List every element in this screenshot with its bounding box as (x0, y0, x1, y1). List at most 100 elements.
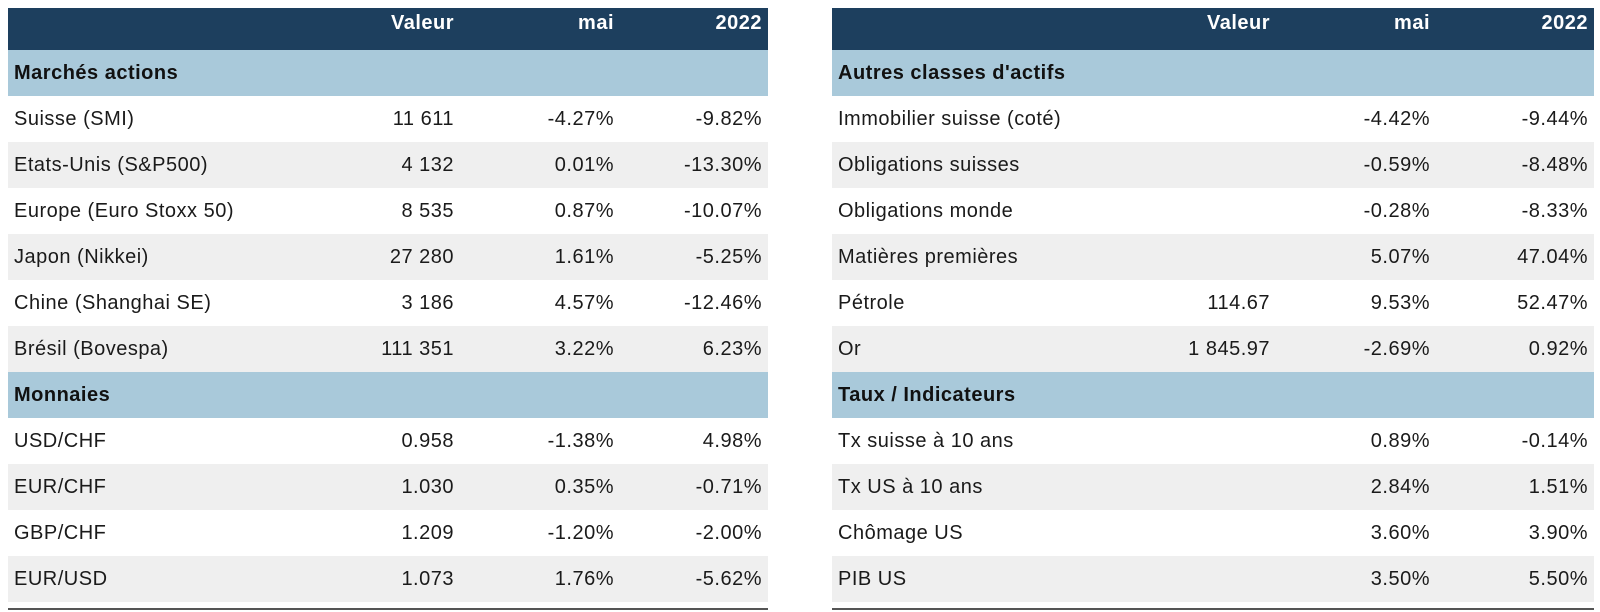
row-mai: 2.84% (1370, 475, 1430, 498)
row-year: -12.46% (684, 291, 762, 314)
table-row: Immobilier suisse (coté) -4.42% -9.44% (832, 96, 1594, 142)
table-row: Pétrole 114.67 9.53% 52.47% (832, 280, 1594, 326)
row-name: Suisse (SMI) (14, 107, 135, 130)
table-row: Suisse (SMI) 11 611 -4.27% -9.82% (8, 96, 768, 142)
row-mai: 1.76% (554, 567, 614, 590)
table-header: Valeur mai 2022 (832, 8, 1594, 50)
header-year: 2022 (1541, 12, 1588, 34)
table-row: PIB US 3.50% 5.50% (832, 556, 1594, 602)
row-name: Immobilier suisse (coté) (838, 107, 1062, 130)
row-valeur: 11 611 (392, 107, 454, 130)
row-year: -8.33% (1521, 199, 1588, 222)
header-valeur: Valeur (390, 12, 454, 34)
row-mai: 3.50% (1370, 567, 1430, 590)
row-year: 47.04% (1517, 245, 1588, 268)
row-year: 3.90% (1528, 521, 1588, 544)
row-valeur: 1.030 (401, 475, 454, 498)
row-mai: 0.87% (554, 199, 614, 222)
row-valeur: 3 186 (401, 291, 454, 314)
row-valeur: 8 535 (401, 199, 454, 222)
row-mai: 1.61% (554, 245, 614, 268)
section-title: Monnaies (14, 383, 111, 406)
section-header: Taux / Indicateurs (832, 372, 1594, 418)
row-name: USD/CHF (14, 429, 107, 452)
row-name: Etats-Unis (S&P500) (14, 153, 209, 176)
table-row: Chômage US 3.60% 3.90% (832, 510, 1594, 556)
left-table: Valeur mai 2022 Marchés actions Suisse (… (8, 8, 768, 610)
section-header: Marchés actions (8, 50, 768, 96)
header-year: 2022 (715, 12, 762, 34)
row-mai: -4.27% (547, 107, 614, 130)
table-header: Valeur mai 2022 (8, 8, 768, 50)
section-header: Monnaies (8, 372, 768, 418)
table-row: Obligations monde -0.28% -8.33% (832, 188, 1594, 234)
row-year: 4.98% (702, 429, 762, 452)
row-name: Obligations suisses (838, 153, 1020, 176)
row-mai: 3.22% (554, 337, 614, 360)
table-row: Brésil (Bovespa) 111 351 3.22% 6.23% (8, 326, 768, 372)
row-mai: 0.01% (554, 153, 614, 176)
row-name: Tx suisse à 10 ans (838, 429, 1014, 452)
row-year: -10.07% (684, 199, 762, 222)
row-name: Chômage US (838, 521, 964, 544)
table-row: Tx suisse à 10 ans 0.89% -0.14% (832, 418, 1594, 464)
row-name: Europe (Euro Stoxx 50) (14, 199, 234, 222)
row-year: -0.71% (695, 475, 762, 498)
row-name: GBP/CHF (14, 521, 107, 544)
row-name: Obligations monde (838, 199, 1014, 222)
row-valeur: 1.073 (401, 567, 454, 590)
row-mai: 0.89% (1370, 429, 1430, 452)
row-mai: -0.59% (1363, 153, 1430, 176)
row-mai: -0.28% (1363, 199, 1430, 222)
row-name: Pétrole (838, 291, 905, 314)
row-name: EUR/CHF (14, 475, 107, 498)
row-year: -5.25% (695, 245, 762, 268)
row-name: PIB US (838, 567, 907, 590)
row-mai: 5.07% (1370, 245, 1430, 268)
header-mai: mai (578, 12, 614, 34)
table-row: Europe (Euro Stoxx 50) 8 535 0.87% -10.0… (8, 188, 768, 234)
row-mai: -1.20% (547, 521, 614, 544)
row-year: 52.47% (1517, 291, 1588, 314)
table-row: Tx US à 10 ans 2.84% 1.51% (832, 464, 1594, 510)
row-name: EUR/USD (14, 567, 108, 590)
row-mai: 0.35% (554, 475, 614, 498)
row-name: Or (838, 337, 862, 360)
row-name: Japon (Nikkei) (14, 245, 149, 268)
row-valeur: 1.209 (401, 521, 454, 544)
table-row: Chine (Shanghai SE) 3 186 4.57% -12.46% (8, 280, 768, 326)
row-name: Matières premières (838, 245, 1019, 268)
header-valeur: Valeur (1206, 12, 1270, 34)
row-mai: -2.69% (1363, 337, 1430, 360)
row-valeur: 0.958 (401, 429, 454, 452)
row-year: -13.30% (684, 153, 762, 176)
row-mai: 3.60% (1370, 521, 1430, 544)
section-header: Autres classes d'actifs (832, 50, 1594, 96)
right-table: Valeur mai 2022 Autres classes d'actifs … (832, 8, 1594, 610)
table-row: USD/CHF 0.958 -1.38% 4.98% (8, 418, 768, 464)
row-year: -0.14% (1521, 429, 1588, 452)
row-name: Chine (Shanghai SE) (14, 291, 212, 314)
row-year: 5.50% (1528, 567, 1588, 590)
table-row: Etats-Unis (S&P500) 4 132 0.01% -13.30% (8, 142, 768, 188)
row-year: -9.44% (1521, 107, 1588, 130)
section-title: Taux / Indicateurs (838, 383, 1016, 406)
section-title: Autres classes d'actifs (838, 61, 1066, 84)
row-valeur: 27 280 (389, 245, 454, 268)
row-name: Tx US à 10 ans (838, 475, 983, 498)
row-valeur: 1 845.97 (1188, 337, 1270, 360)
row-mai: -4.42% (1363, 107, 1430, 130)
table-row: EUR/CHF 1.030 0.35% -0.71% (8, 464, 768, 510)
header-mai: mai (1394, 12, 1430, 34)
table-row: Obligations suisses -0.59% -8.48% (832, 142, 1594, 188)
row-mai: -1.38% (547, 429, 614, 452)
table-row: Matières premières 5.07% 47.04% (832, 234, 1594, 280)
row-mai: 4.57% (554, 291, 614, 314)
row-year: -5.62% (695, 567, 762, 590)
row-mai: 9.53% (1370, 291, 1430, 314)
row-year: 6.23% (702, 337, 762, 360)
row-valeur: 114.67 (1207, 291, 1270, 314)
row-year: 1.51% (1528, 475, 1588, 498)
row-valeur: 111 351 (381, 337, 454, 360)
row-name: Brésil (Bovespa) (14, 337, 169, 360)
